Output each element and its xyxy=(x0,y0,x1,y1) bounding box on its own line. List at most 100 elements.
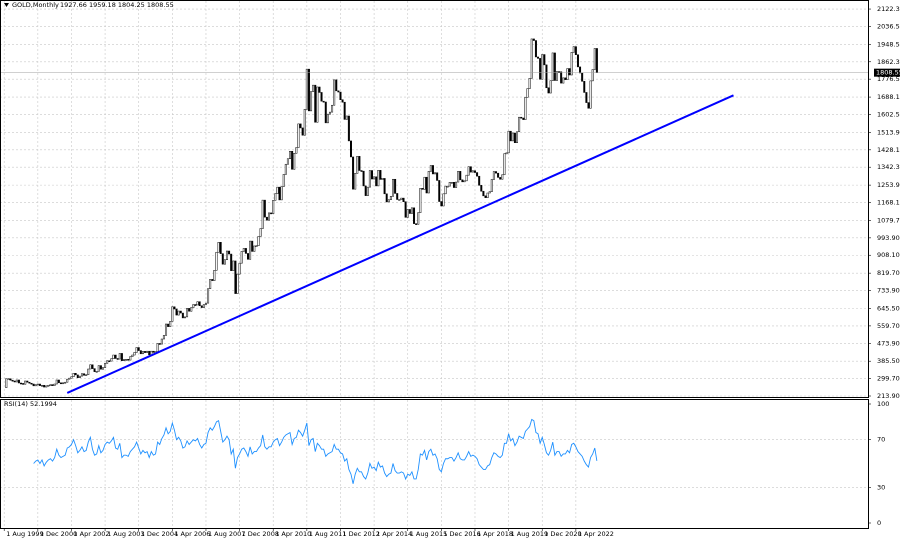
candle xyxy=(45,385,48,388)
y-tick-label: 1428.10 xyxy=(877,146,900,154)
candle xyxy=(507,130,510,154)
candle xyxy=(303,109,306,136)
candle xyxy=(452,182,455,188)
candle xyxy=(83,373,86,376)
candle xyxy=(366,186,369,196)
y-tick-label: 1602.50 xyxy=(877,110,900,118)
candle xyxy=(87,368,90,375)
candle xyxy=(509,130,512,142)
candle xyxy=(255,245,258,247)
rsi-pane-frame xyxy=(0,399,869,529)
candle xyxy=(36,383,39,386)
rsi-title: RSI(14) 52.1994 xyxy=(4,400,57,408)
candle xyxy=(299,123,302,129)
candle xyxy=(32,383,35,387)
candle xyxy=(440,201,443,207)
candle xyxy=(55,379,58,385)
candle xyxy=(47,384,50,387)
candle xyxy=(347,115,350,142)
candle xyxy=(389,196,392,200)
candle xyxy=(112,354,115,359)
candle xyxy=(213,270,216,281)
candle xyxy=(162,335,165,340)
candle xyxy=(585,92,588,103)
rsi-tick-label: 30 xyxy=(877,483,885,491)
candle xyxy=(265,216,268,221)
y-tick-label: 908.10 xyxy=(877,251,900,259)
candle xyxy=(91,364,94,369)
price-pane-frame xyxy=(0,0,869,398)
candle xyxy=(333,79,336,106)
candle xyxy=(101,367,104,370)
candle xyxy=(434,172,437,175)
candle xyxy=(396,193,399,200)
candle xyxy=(324,101,327,124)
candle xyxy=(95,370,98,373)
candle xyxy=(343,101,346,120)
candle xyxy=(64,381,67,384)
candle xyxy=(349,140,352,158)
candle xyxy=(97,365,100,372)
candle xyxy=(383,178,386,195)
candle xyxy=(51,384,54,386)
candle xyxy=(595,48,598,73)
candle xyxy=(576,54,579,68)
candle xyxy=(310,91,313,112)
candle xyxy=(26,380,29,383)
candle xyxy=(158,343,161,345)
trendline xyxy=(66,94,734,394)
candle xyxy=(312,84,315,92)
candle xyxy=(270,212,273,215)
y-tick-label: 1513.90 xyxy=(877,128,900,136)
candle xyxy=(579,66,582,74)
candle xyxy=(99,365,102,370)
candle xyxy=(387,199,390,203)
candle xyxy=(379,170,382,180)
candle xyxy=(190,307,193,312)
candle xyxy=(541,54,544,80)
candle xyxy=(478,175,481,186)
candle xyxy=(278,186,281,201)
candle xyxy=(438,180,441,202)
candle xyxy=(465,174,468,182)
candle xyxy=(400,197,403,200)
menu-arrow[interactable] xyxy=(4,3,9,7)
candle xyxy=(360,170,363,172)
x-tick-label: 1 Apr 2010 xyxy=(275,530,311,538)
candle xyxy=(234,260,237,294)
candle xyxy=(167,323,170,327)
candle xyxy=(192,304,195,308)
candle xyxy=(490,179,493,192)
candle xyxy=(123,359,125,361)
candle xyxy=(169,321,172,327)
candle xyxy=(410,207,413,214)
y-tick-label: 2122.30 xyxy=(877,5,900,13)
x-tick-label: 1 Aug 2019 xyxy=(511,530,549,538)
candle xyxy=(402,197,405,202)
candle xyxy=(141,351,144,355)
candle xyxy=(30,382,33,385)
candle xyxy=(524,97,527,120)
y-tick-label: 993.90 xyxy=(877,234,900,242)
candle xyxy=(482,190,485,197)
candle xyxy=(49,384,52,386)
candle xyxy=(551,52,554,81)
candle xyxy=(385,193,388,203)
x-tick-label: 1 Dec 2012 xyxy=(342,530,379,538)
candle xyxy=(337,90,340,93)
candle xyxy=(293,153,296,170)
candle xyxy=(217,242,220,253)
candle xyxy=(240,251,243,264)
candle xyxy=(257,236,260,246)
candle xyxy=(484,195,487,198)
candle xyxy=(127,359,130,361)
candle xyxy=(137,347,140,351)
candle xyxy=(593,48,596,70)
candle xyxy=(5,378,8,388)
candle xyxy=(555,71,558,81)
candle xyxy=(356,156,359,174)
x-tick-label: 1 Dec 2020 xyxy=(544,530,581,538)
candle xyxy=(476,172,479,177)
candle xyxy=(194,304,197,306)
rsi-line xyxy=(33,418,598,484)
